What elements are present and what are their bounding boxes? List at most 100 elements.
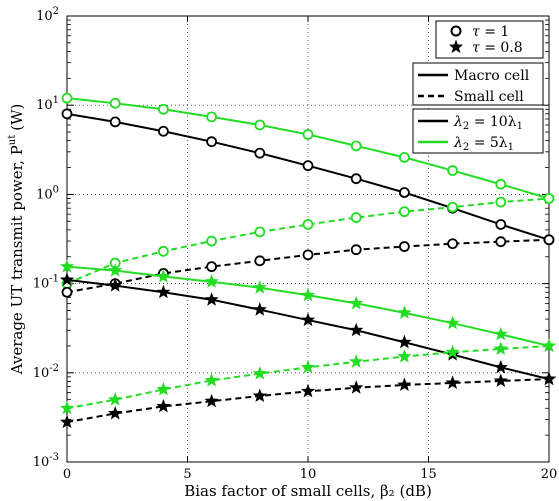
data-point-circle xyxy=(302,249,314,261)
y-tick-label: 10-2 xyxy=(33,363,59,381)
data-point-star xyxy=(445,344,460,359)
y-tick-exponent: 0 xyxy=(53,184,59,195)
data-point-circle xyxy=(254,119,266,131)
data-point-star xyxy=(493,359,508,374)
legend-macro-label: Macro cell xyxy=(454,68,530,84)
data-point-star xyxy=(445,375,460,389)
legend-tau: τ = 1 τ = 0.8 xyxy=(435,20,544,59)
data-point-star xyxy=(493,326,508,341)
x-tick-label: 10 xyxy=(300,467,317,482)
data-point-circle xyxy=(109,116,121,128)
grid xyxy=(67,16,549,462)
data-point-circle xyxy=(254,226,266,238)
data-point-circle xyxy=(157,245,169,257)
data-point-circle xyxy=(61,92,73,104)
legend-lambda-5-label: λ2 = 5λ1 xyxy=(453,135,514,153)
data-point-circle xyxy=(543,193,555,204)
data-point-circle xyxy=(447,238,459,250)
data-point-circle xyxy=(157,103,169,115)
data-point-circle xyxy=(350,173,362,185)
legend-lambda-box xyxy=(412,108,544,154)
legend-tau-1-var: τ xyxy=(472,24,480,40)
data-point-circle xyxy=(302,129,314,140)
data-point-star xyxy=(397,377,412,392)
y-tick-exponent: 1 xyxy=(53,95,59,106)
legend-small-label: Small cell xyxy=(454,89,524,105)
data-point-star xyxy=(397,334,412,349)
data-point-star xyxy=(349,295,364,310)
data-point-star xyxy=(493,341,508,356)
data-point-star xyxy=(300,383,316,398)
data-point-star xyxy=(541,371,557,386)
legend-tau-08-label: τ = 0.8 xyxy=(472,40,523,56)
data-point-circle xyxy=(398,187,410,198)
data-point-circle xyxy=(206,235,218,247)
series-line xyxy=(66,197,550,285)
data-point-circle xyxy=(254,255,266,267)
data-point-star xyxy=(59,272,75,286)
data-point-star xyxy=(300,287,316,302)
data-point-circle xyxy=(302,219,314,230)
legend-tau-08-var: τ xyxy=(472,40,480,56)
data-point-star xyxy=(108,278,123,292)
legend-lambda-5-var: λ xyxy=(453,135,463,151)
data-point-circle xyxy=(495,219,507,230)
data-point-star xyxy=(300,359,316,374)
data-point-star xyxy=(59,400,75,415)
data-point-circle xyxy=(398,206,410,218)
data-point-star xyxy=(445,315,460,330)
data-point-circle xyxy=(495,178,507,190)
x-tick-label: 5 xyxy=(183,467,191,482)
legend-lambda-10-sub: 2 xyxy=(463,121,469,132)
y-tick-exponent: -1 xyxy=(49,274,59,285)
data-point-star xyxy=(349,380,364,394)
legend-cell-type: Macro cell Small cell xyxy=(412,62,544,106)
data-point-star xyxy=(108,392,123,406)
y-tick-base: 10 xyxy=(33,366,50,381)
legend-lambda: λ2 = 10λ1 λ2 = 5λ1 xyxy=(412,108,544,154)
data-point-star xyxy=(397,349,412,363)
y-tick-label: 10-3 xyxy=(33,452,59,470)
data-point-star xyxy=(108,405,123,420)
legend-tau-circle-marker xyxy=(450,25,462,37)
data-point-star xyxy=(156,284,171,299)
data-point-star xyxy=(349,354,364,368)
legend-lambda-10-sub2: 1 xyxy=(517,121,523,132)
series-1 xyxy=(61,108,555,246)
y-tick-label: 101 xyxy=(36,95,59,113)
series-line xyxy=(66,344,550,410)
data-point-star xyxy=(349,322,364,337)
data-point-star xyxy=(204,274,219,288)
y-tick-base: 10 xyxy=(36,98,53,113)
data-point-circle xyxy=(447,165,459,176)
x-axis-label: Bias factor of small cells, β₂ (dB) xyxy=(184,482,432,500)
y-axis-label: Average UT transmit power, Put (W) xyxy=(7,104,26,376)
legend-lambda-5-sub: 2 xyxy=(463,142,469,153)
data-point-star xyxy=(156,381,171,396)
y-axis-label-unit: (W) xyxy=(8,104,26,131)
data-point-star xyxy=(204,393,219,408)
data-point-circle xyxy=(495,236,507,248)
series-0 xyxy=(61,92,555,204)
data-point-circle xyxy=(398,241,410,252)
series-2 xyxy=(61,193,555,290)
x-tick-label: 15 xyxy=(420,467,437,482)
y-tick-label: 102 xyxy=(36,6,59,24)
series-4 xyxy=(59,259,557,353)
y-tick-label: 100 xyxy=(36,184,59,202)
data-point-circle xyxy=(206,261,218,273)
y-axis-label-main: Average UT transmit power, P xyxy=(8,145,26,375)
data-point-circle xyxy=(350,212,362,223)
data-point-circle xyxy=(543,234,555,246)
legend-tau-08-rest: = 0.8 xyxy=(480,40,523,56)
data-point-star xyxy=(493,373,508,388)
data-point-circle xyxy=(398,151,410,163)
data-point-star xyxy=(156,398,171,413)
x-tick-label: 0 xyxy=(63,467,71,482)
data-point-circle xyxy=(495,196,507,208)
data-point-star xyxy=(300,312,316,327)
data-point-circle xyxy=(350,244,362,256)
legend-tau-1-rest: = 1 xyxy=(480,24,510,40)
